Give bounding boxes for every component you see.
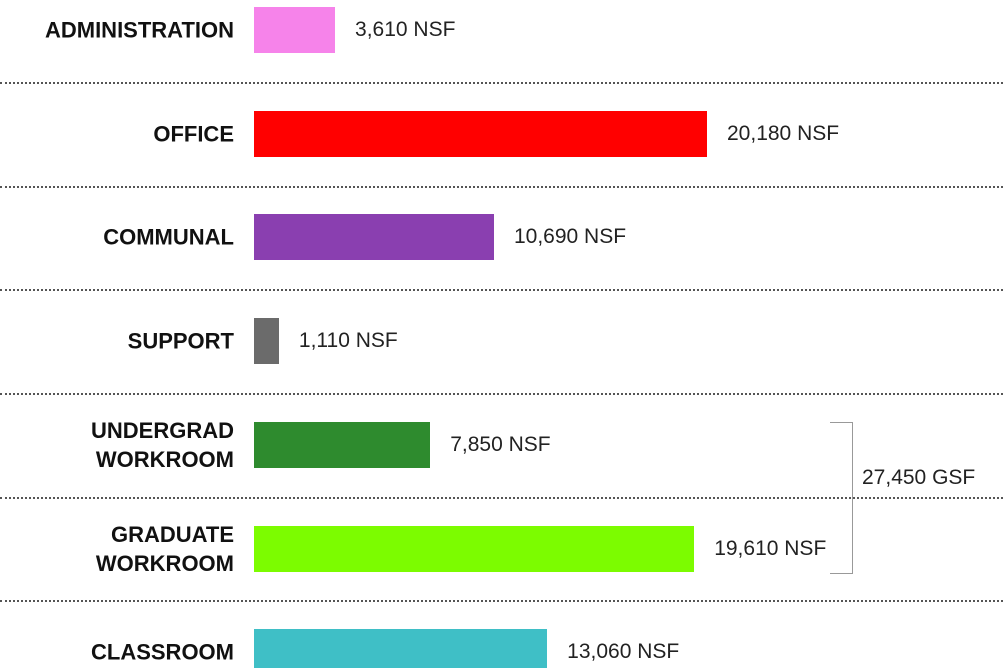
separator bbox=[0, 496, 1003, 499]
bar bbox=[254, 629, 548, 668]
category-label: CLASSROOM bbox=[91, 639, 234, 665]
value-label: 19,610 NSF bbox=[714, 536, 827, 560]
category-label: SUPPORT bbox=[127, 328, 234, 354]
separator bbox=[0, 185, 1003, 188]
bar bbox=[254, 110, 707, 157]
separator bbox=[0, 289, 1003, 292]
category-label: ADMINISTRATION bbox=[44, 17, 234, 43]
bar bbox=[254, 318, 279, 365]
annotation: 27,450 GSF bbox=[862, 466, 976, 489]
value-label: 10,690 NSF bbox=[513, 225, 627, 249]
bar bbox=[254, 525, 695, 572]
separator bbox=[0, 600, 1003, 603]
category-label: OFFICE bbox=[153, 121, 234, 147]
separator bbox=[0, 81, 1003, 84]
category-label: COMMUNAL bbox=[103, 224, 234, 250]
category-label: GRADUATE WORKROOM bbox=[95, 521, 234, 576]
value-label: 13,060 NSF bbox=[567, 640, 680, 664]
value-label: 20,180 NSF bbox=[727, 121, 840, 145]
value-label: 7,850 NSF bbox=[450, 432, 551, 456]
bar bbox=[254, 421, 431, 468]
bar bbox=[254, 7, 336, 53]
category-label: UNDERGRAD WORKROOM bbox=[91, 417, 234, 472]
separator bbox=[0, 392, 1003, 395]
value-label: 1,110 NSF bbox=[298, 329, 398, 353]
value-label: 3,610 NSF bbox=[355, 18, 456, 41]
bar bbox=[254, 214, 494, 261]
